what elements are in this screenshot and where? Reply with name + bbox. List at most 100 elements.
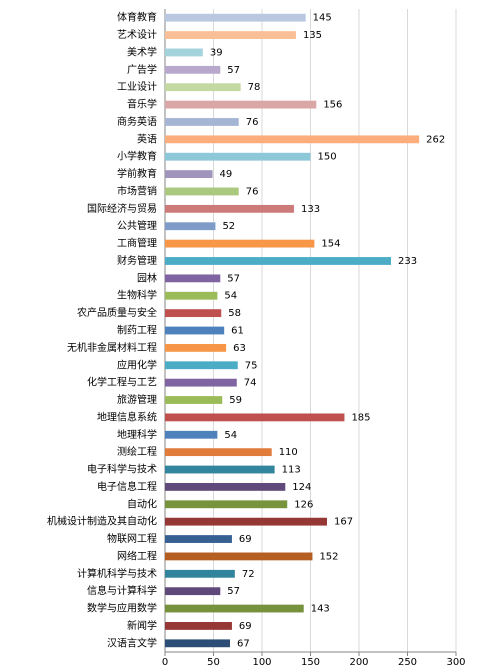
value-label: 69: [239, 534, 252, 545]
bar: [165, 13, 306, 22]
y-tick-label: 广告学: [127, 63, 157, 76]
value-label: 75: [245, 360, 258, 371]
value-label: 154: [321, 239, 340, 250]
value-label: 72: [242, 569, 255, 580]
bar: [165, 118, 239, 126]
x-tick-label: 0: [162, 657, 168, 668]
x-tick-label: 250: [398, 657, 417, 668]
value-label: 152: [319, 551, 338, 562]
value-label: 57: [227, 273, 240, 284]
value-label: 76: [246, 117, 259, 128]
value-label: 49: [220, 169, 233, 180]
y-tick-label: 英语: [137, 132, 157, 145]
bar: [165, 569, 235, 578]
value-label: 59: [229, 395, 242, 406]
y-tick-label: 国际经济与贸易: [87, 202, 157, 215]
value-label: 156: [323, 100, 342, 111]
bar: [165, 396, 223, 404]
value-label: 61: [231, 326, 244, 337]
y-tick-label: 化学工程与工艺: [87, 376, 157, 389]
x-tick-label: 100: [252, 657, 271, 668]
y-tick-label: 商务英语: [117, 115, 157, 128]
y-tick-label: 体育教育: [117, 11, 157, 24]
x-tick-label: 50: [207, 657, 220, 668]
value-label: 57: [227, 586, 240, 597]
bar: [165, 622, 232, 630]
y-tick-label: 工业设计: [117, 80, 157, 93]
bar: [165, 83, 241, 92]
value-label: 233: [398, 256, 417, 267]
bar: [165, 361, 238, 370]
bar: [165, 257, 392, 265]
y-tick-label: 网络工程: [117, 549, 157, 562]
value-label: 185: [351, 412, 370, 423]
bar: [165, 309, 222, 318]
y-tick-label: 园林: [137, 271, 157, 284]
value-label: 143: [311, 604, 330, 615]
y-tick-label: 机械设计制造及其自动化: [47, 515, 157, 528]
y-tick-label: 汉语言文学: [107, 636, 157, 649]
bar: [165, 204, 295, 213]
y-tick-label: 美术学: [127, 45, 157, 58]
y-tick-label: 新闻学: [127, 619, 157, 632]
value-label: 150: [318, 152, 337, 163]
y-tick-label: 旅游管理: [117, 393, 157, 406]
y-tick-label: 艺术设计: [117, 28, 157, 41]
value-label: 262: [426, 134, 445, 145]
value-label: 110: [279, 447, 298, 458]
value-label: 58: [228, 308, 241, 319]
bar: [165, 639, 230, 648]
bar: [165, 152, 311, 161]
value-label: 52: [222, 221, 235, 232]
value-label: 135: [303, 30, 322, 41]
y-tick-label: 生物科学: [117, 289, 157, 302]
bar: [165, 500, 288, 509]
value-label: 126: [294, 499, 313, 510]
x-tick-label: 150: [301, 657, 320, 668]
value-label: 63: [233, 343, 246, 354]
value-label: 167: [334, 517, 353, 528]
y-tick-label: 制药工程: [117, 324, 157, 337]
bar: [165, 274, 221, 283]
bar: [165, 587, 221, 596]
bar: [165, 31, 296, 39]
y-tick-label: 工商管理: [117, 237, 157, 250]
y-tick-label: 市场营销: [117, 184, 157, 197]
bar: [165, 430, 218, 439]
x-tick-label: 300: [446, 657, 465, 668]
value-label: 76: [246, 186, 259, 197]
y-tick-label: 计算机科学与技术: [77, 567, 157, 580]
value-label: 74: [244, 378, 257, 389]
bar: [165, 135, 420, 144]
bar: [165, 604, 304, 613]
bar: [165, 48, 203, 57]
value-label: 39: [210, 47, 223, 58]
bar: [165, 291, 218, 300]
bar: [165, 448, 272, 457]
y-tick-label: 财务管理: [117, 254, 157, 267]
value-label: 69: [239, 621, 252, 632]
bar: [165, 343, 227, 352]
value-label: 57: [227, 65, 240, 76]
y-tick-label: 电子信息工程: [97, 480, 157, 493]
x-tick-label: 200: [349, 657, 368, 668]
bar: [165, 552, 313, 561]
y-tick-label: 地理科学: [117, 428, 157, 441]
y-tick-label: 音乐学: [127, 98, 157, 111]
value-label: 54: [224, 291, 237, 302]
bar: [165, 65, 221, 74]
value-label: 78: [248, 82, 261, 93]
y-tick-label: 自动化: [127, 497, 157, 510]
bar: [165, 100, 317, 109]
value-label: 113: [282, 465, 301, 476]
y-tick-label: 无机非金属材料工程: [67, 341, 157, 354]
y-tick-label: 数学与应用数学: [87, 602, 157, 615]
y-tick-label: 物联网工程: [107, 532, 157, 545]
bar: [165, 517, 327, 526]
y-tick-label: 农产品质量与安全: [77, 306, 157, 319]
bar: [165, 465, 275, 474]
y-tick-label: 电子科学与技术: [87, 463, 157, 476]
bar: [165, 239, 315, 248]
y-tick-label: 应用化学: [117, 358, 157, 371]
